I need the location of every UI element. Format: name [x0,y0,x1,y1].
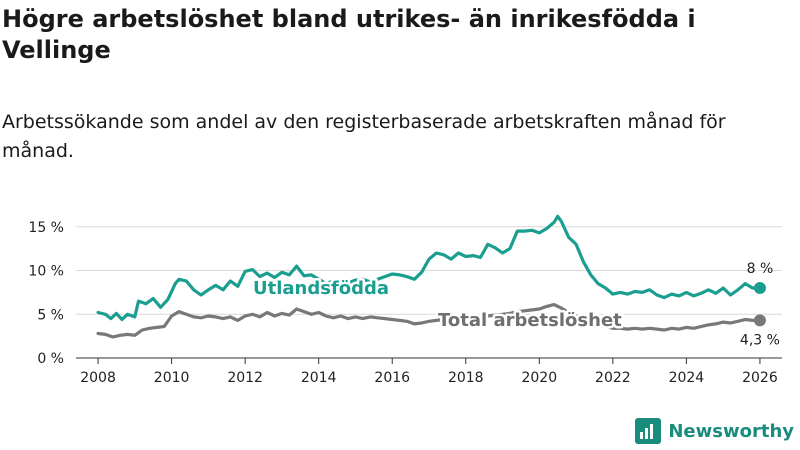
x-tick-label: 2016 [374,370,410,386]
series-line-total [96,303,762,339]
x-tick-label: 2010 [154,370,190,386]
x-tick-label: 2022 [595,370,631,386]
newsworthy-logo-icon [635,418,662,444]
axes: 0 % 5 % 10 % 15 % 2008 2010 2012 2014 2016 2018 20… [28,220,782,386]
y-tick-label: 5 % [37,307,64,323]
x-tick-label: 2024 [669,370,705,386]
series-line-utlandsfodda [96,214,762,322]
end-label-total: 4,3 % [740,332,780,348]
newsworthy-logo: Newsworthy [635,418,794,444]
end-point-utlandsfodda [753,282,766,294]
x-tick-label: 2012 [227,370,263,386]
y-tick-label: 15 % [28,220,64,236]
x-tick-label: 2008 [80,370,116,386]
series-label-total: Total arbetslöshet [438,310,622,331]
series [96,214,762,339]
end-label-utlandsfodda: 8 % [747,261,774,277]
y-tick-label: 0 % [37,351,64,367]
x-tick-label: 2018 [448,370,484,386]
x-tick-label: 2026 [742,370,778,386]
grid [76,226,782,359]
chart-title: Högre arbetslöshet bland utrikes- än inr… [2,5,696,64]
newsworthy-logo-text: Newsworthy [668,420,794,442]
end-point-total [753,314,766,327]
y-tick-label: 10 % [28,264,64,280]
x-tick-label: 2020 [521,370,557,386]
series-label-utlandsfodda: Utlandsfödda [253,278,389,299]
annotations: 8 % 4,3 % Utlandsfödda Total arbetslöshet [251,261,780,348]
x-tick-label: 2014 [301,370,337,386]
chart-subtitle: Arbetssökande som andel av den registerb… [2,111,726,162]
